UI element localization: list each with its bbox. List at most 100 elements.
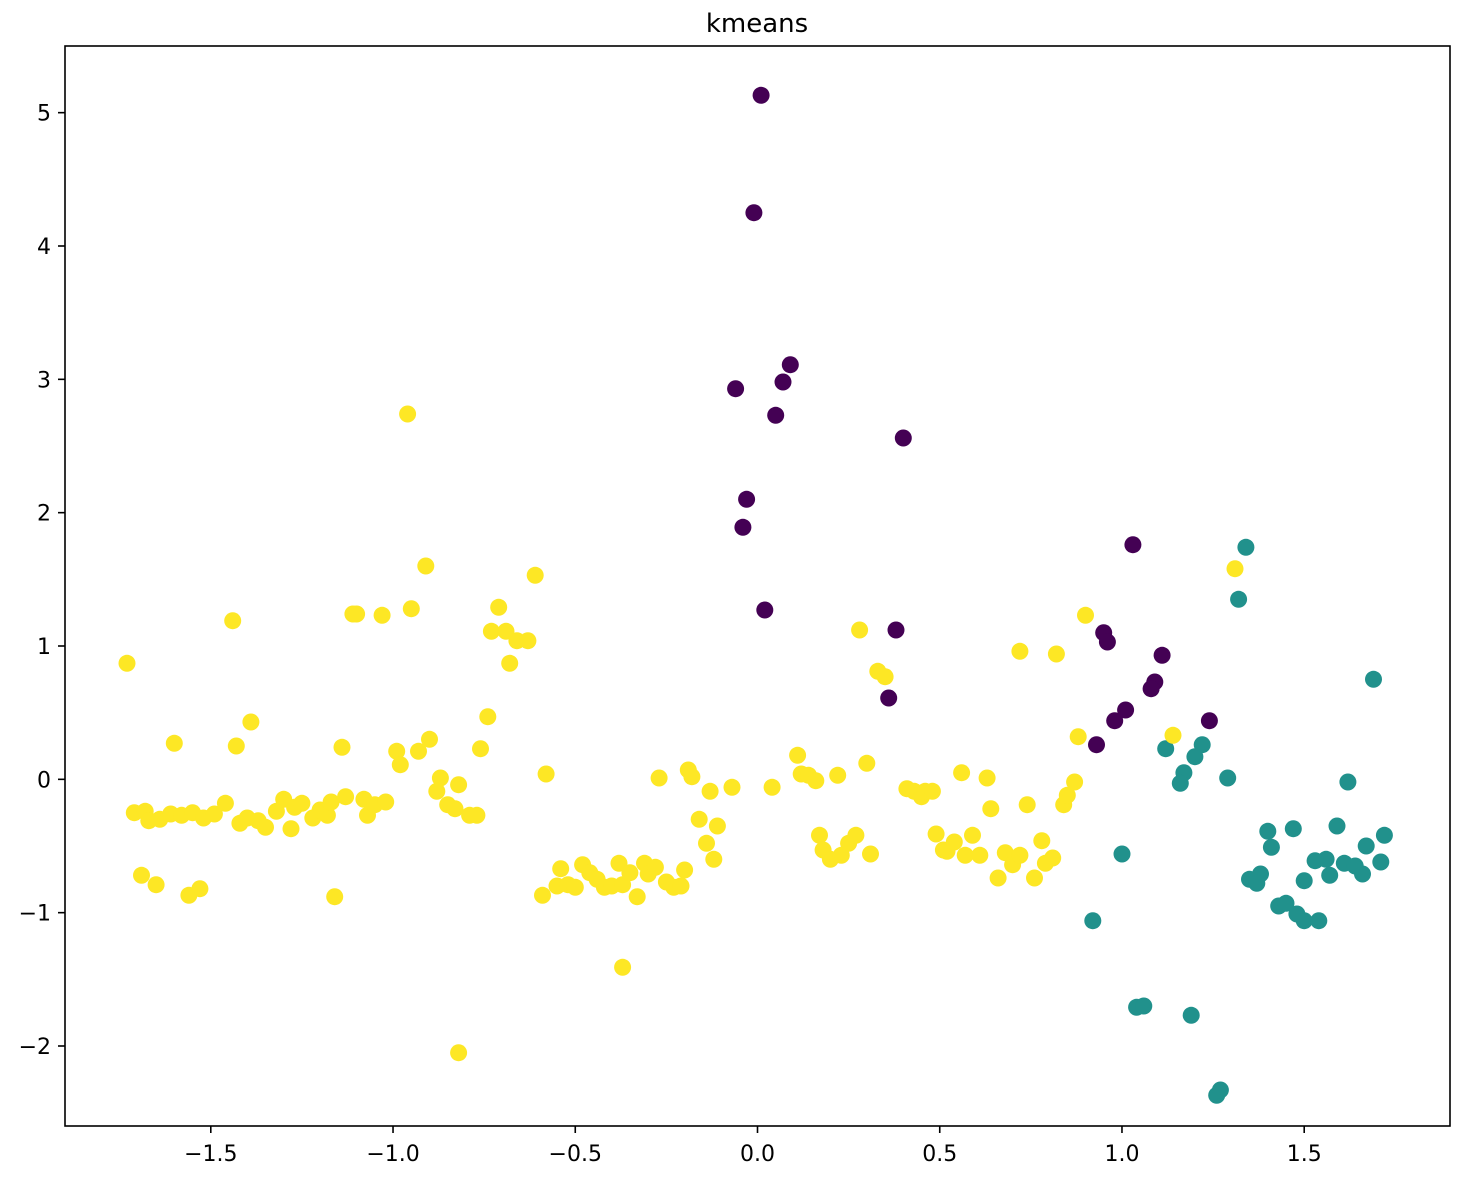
data-point-purple bbox=[1200, 712, 1218, 730]
data-point-teal bbox=[1211, 1081, 1229, 1099]
data-point-yellow bbox=[318, 806, 336, 824]
data-point-purple bbox=[738, 490, 756, 508]
data-point-yellow bbox=[257, 818, 274, 836]
data-point-yellow bbox=[333, 738, 351, 756]
data-point-yellow bbox=[646, 858, 664, 876]
data-point-yellow bbox=[344, 605, 362, 623]
data-point-yellow bbox=[537, 765, 555, 783]
data-point-teal bbox=[1248, 874, 1266, 892]
data-point-purple bbox=[727, 380, 745, 398]
data-point-yellow bbox=[807, 772, 825, 790]
data-point-purple bbox=[1142, 680, 1160, 698]
data-point-teal bbox=[1113, 845, 1131, 863]
x-tick-label: −0.5 bbox=[549, 1142, 602, 1167]
data-point-yellow bbox=[945, 833, 963, 851]
data-point-yellow bbox=[566, 878, 584, 896]
data-point-yellow bbox=[293, 794, 311, 812]
data-point-yellow bbox=[1044, 849, 1062, 867]
data-point-yellow bbox=[923, 782, 941, 800]
data-point-yellow bbox=[1011, 846, 1029, 864]
data-point-yellow bbox=[165, 734, 183, 752]
x-tick-label: 0.0 bbox=[740, 1142, 775, 1167]
data-point-purple bbox=[880, 689, 898, 707]
x-tick-label: 1.0 bbox=[1104, 1142, 1139, 1167]
data-point-yellow bbox=[1069, 728, 1087, 746]
data-point-yellow bbox=[829, 766, 847, 784]
data-point-purple bbox=[1098, 633, 1116, 651]
data-point-yellow bbox=[956, 846, 974, 864]
data-point-yellow bbox=[927, 825, 945, 843]
data-point-yellow bbox=[971, 846, 989, 864]
data-point-yellow bbox=[847, 826, 865, 844]
data-point-purple bbox=[1106, 712, 1124, 730]
x-tick-label: 0.5 bbox=[922, 1142, 957, 1167]
data-point-yellow bbox=[191, 880, 209, 898]
data-point-yellow bbox=[519, 632, 537, 650]
data-point-teal bbox=[1219, 769, 1237, 787]
data-point-yellow bbox=[377, 793, 395, 811]
data-point-yellow bbox=[1058, 786, 1076, 804]
y-tick-label: 3 bbox=[37, 368, 51, 393]
data-point-teal bbox=[1182, 1006, 1200, 1024]
data-point-teal bbox=[1328, 817, 1346, 835]
data-point-yellow bbox=[811, 826, 828, 844]
data-point-yellow bbox=[964, 826, 981, 844]
data-point-yellow bbox=[953, 764, 971, 782]
data-point-purple bbox=[1124, 536, 1142, 554]
data-point-yellow bbox=[205, 805, 223, 823]
y-tick-label: 0 bbox=[37, 768, 51, 793]
data-point-yellow bbox=[862, 845, 879, 863]
y-tick-label: −2 bbox=[19, 1035, 51, 1060]
data-point-yellow bbox=[534, 886, 551, 904]
data-point-yellow bbox=[621, 864, 639, 882]
data-point-yellow bbox=[1033, 832, 1051, 850]
data-point-teal bbox=[1277, 894, 1295, 912]
data-point-yellow bbox=[417, 557, 435, 575]
data-point-yellow bbox=[1066, 773, 1084, 791]
data-point-yellow bbox=[468, 806, 486, 824]
data-point-yellow bbox=[118, 654, 136, 672]
data-point-teal bbox=[1186, 748, 1204, 766]
data-point-yellow bbox=[322, 793, 340, 811]
data-point-yellow bbox=[282, 820, 300, 838]
data-point-purple bbox=[894, 429, 912, 447]
data-point-yellow bbox=[421, 730, 438, 748]
data-point-yellow bbox=[705, 850, 723, 868]
data-point-teal bbox=[1084, 912, 1102, 930]
data-point-yellow bbox=[614, 958, 632, 976]
data-point-yellow bbox=[482, 622, 500, 640]
data-point-yellow bbox=[446, 800, 464, 818]
data-point-yellow bbox=[672, 877, 690, 895]
data-point-teal bbox=[1339, 773, 1357, 791]
data-point-yellow bbox=[723, 778, 741, 796]
data-point-yellow bbox=[216, 794, 234, 812]
data-point-yellow bbox=[402, 600, 420, 618]
data-point-yellow bbox=[501, 654, 519, 672]
data-point-yellow bbox=[690, 810, 708, 828]
data-point-yellow bbox=[851, 621, 869, 639]
data-point-yellow bbox=[391, 756, 409, 774]
data-points-layer bbox=[118, 86, 1393, 1104]
data-point-teal bbox=[1135, 997, 1153, 1015]
data-point-teal bbox=[1321, 866, 1339, 884]
data-point-yellow bbox=[224, 612, 242, 630]
data-point-yellow bbox=[399, 405, 417, 423]
data-point-yellow bbox=[428, 782, 446, 800]
data-point-teal bbox=[1262, 838, 1280, 856]
data-point-yellow bbox=[388, 742, 406, 760]
data-point-yellow bbox=[552, 860, 570, 878]
data-point-yellow bbox=[1077, 606, 1094, 624]
data-point-teal bbox=[1365, 670, 1382, 688]
data-point-yellow bbox=[701, 782, 719, 800]
data-point-purple bbox=[774, 373, 792, 391]
data-point-yellow bbox=[337, 788, 355, 806]
x-tick-label: −1.0 bbox=[366, 1142, 419, 1167]
data-point-yellow bbox=[982, 800, 1000, 818]
data-point-teal bbox=[1357, 837, 1375, 855]
data-point-teal bbox=[1237, 538, 1255, 556]
data-point-yellow bbox=[978, 769, 996, 787]
y-tick-label: 2 bbox=[37, 502, 51, 527]
y-tick-label: 5 bbox=[37, 102, 51, 127]
